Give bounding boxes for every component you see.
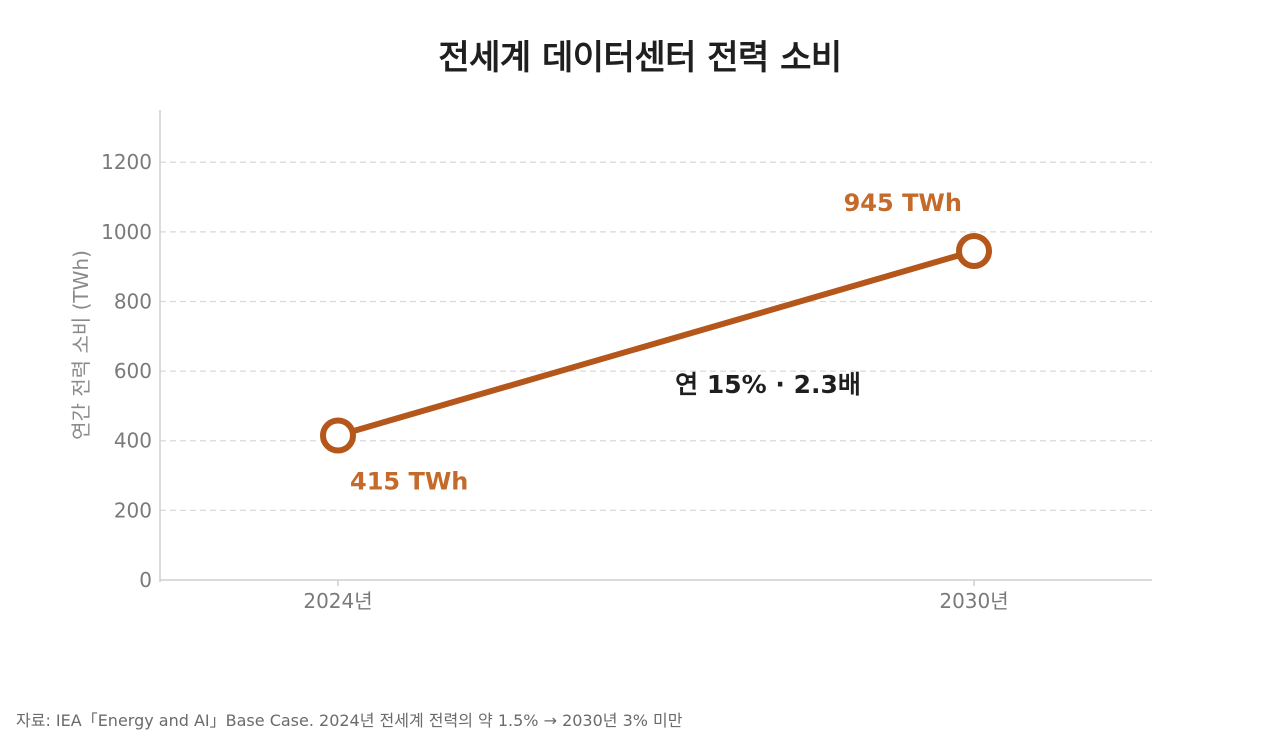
y-tick-labels: 0 200 400 600 800 1000 1200 <box>101 150 152 592</box>
data-label: 945 TWh <box>844 189 962 217</box>
y-tick-label: 0 <box>139 568 152 592</box>
grid-lines <box>160 161 1152 511</box>
data-labels: 415 TWh 945 TWh <box>350 189 962 496</box>
x-tick-labels: 2024년 2030년 <box>303 589 1008 613</box>
y-tick-label: 1000 <box>101 220 152 244</box>
axes <box>159 110 1152 586</box>
data-point <box>320 417 356 454</box>
y-tick-label: 400 <box>114 429 152 453</box>
y-tick-label: 200 <box>114 498 152 522</box>
growth-annotation: 연 15% · 2.3배 <box>675 370 861 399</box>
x-tick-label: 2030년 <box>939 589 1008 613</box>
source-note: 자료: IEA「Energy and AI」Base Case. 2024년 전… <box>16 711 683 730</box>
y-tick-label: 600 <box>114 359 152 383</box>
data-point <box>956 233 992 269</box>
series-line <box>335 248 977 439</box>
chart-title: 전세계 데이터센터 전력 소비 <box>438 38 842 78</box>
y-axis-label: 연간 전력 소비 (TWh) <box>69 250 93 440</box>
data-label: 415 TWh <box>350 468 468 496</box>
y-tick-label: 800 <box>114 289 152 313</box>
y-tick-label: 1200 <box>101 150 152 174</box>
series-layer <box>320 233 992 454</box>
x-tick-label: 2024년 <box>303 589 372 613</box>
